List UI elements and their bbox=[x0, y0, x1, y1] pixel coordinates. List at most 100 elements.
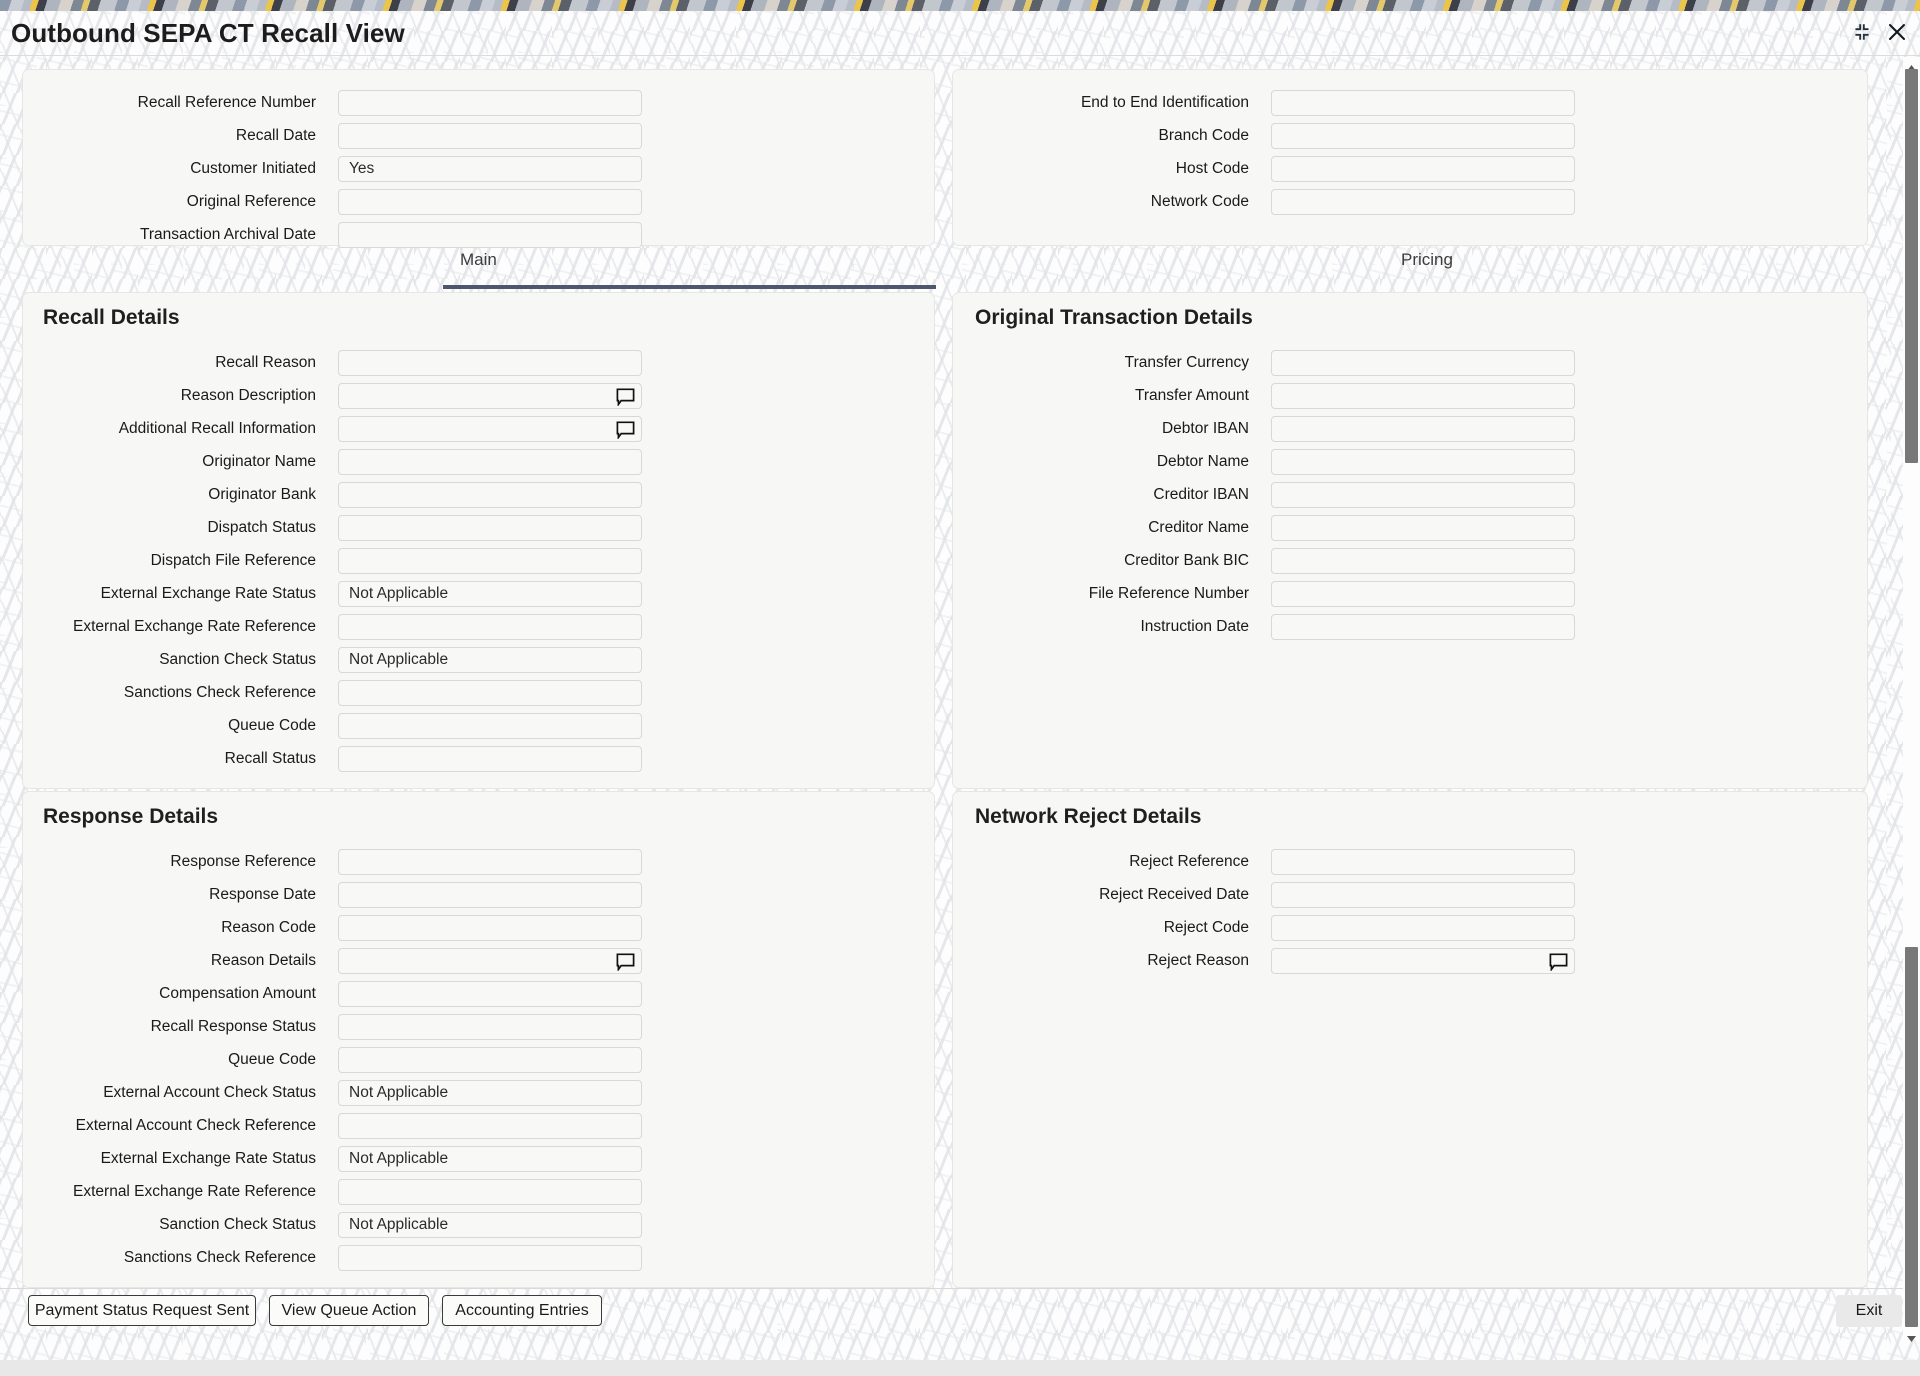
field-recall-reason[interactable] bbox=[338, 350, 642, 376]
label-response-date: Response Date bbox=[209, 886, 316, 903]
field-reason-description[interactable] bbox=[338, 383, 642, 409]
form-row: Recall Status bbox=[23, 746, 934, 772]
field-queue-code[interactable] bbox=[338, 713, 642, 739]
field-reject-reason[interactable] bbox=[1271, 948, 1575, 974]
field-transaction-archival-date[interactable] bbox=[338, 222, 642, 248]
payment-status-request-sent-button[interactable]: Payment Status Request Sent bbox=[28, 1295, 256, 1326]
tab-pricing[interactable]: Pricing bbox=[1401, 250, 1453, 269]
label-external-exchange-rate-reference: External Exchange Rate Reference bbox=[73, 1183, 316, 1200]
exit-button[interactable]: Exit bbox=[1836, 1295, 1902, 1327]
label-sanction-check-status: Sanction Check Status bbox=[159, 1216, 316, 1233]
network-reject-details-title: Network Reject Details bbox=[975, 805, 1202, 828]
field-reject-received-date[interactable] bbox=[1271, 882, 1575, 908]
field-queue-code[interactable] bbox=[338, 1047, 642, 1073]
field-reason-details[interactable] bbox=[338, 948, 642, 974]
tab-main[interactable]: Main bbox=[460, 250, 497, 269]
label-reason-details: Reason Details bbox=[210, 952, 316, 969]
field-response-date[interactable] bbox=[338, 882, 642, 908]
field-transfer-amount[interactable] bbox=[1271, 383, 1575, 409]
form-row: File Reference Number bbox=[953, 581, 1867, 607]
field-originator-name[interactable] bbox=[338, 449, 642, 475]
form-row: Creditor Name bbox=[953, 515, 1867, 541]
field-network-code[interactable] bbox=[1271, 189, 1575, 215]
form-row: Recall Date bbox=[23, 123, 934, 149]
field-sanctions-check-reference[interactable] bbox=[338, 1245, 642, 1271]
scroll-down-arrow-icon[interactable] bbox=[1906, 1330, 1917, 1342]
field-creditor-iban[interactable] bbox=[1271, 482, 1575, 508]
form-row: Network Code bbox=[953, 189, 1867, 215]
field-response-reference[interactable] bbox=[338, 849, 642, 875]
comment-bubble-icon[interactable] bbox=[616, 953, 635, 972]
vertical-scrollbar-thumb-upper[interactable] bbox=[1905, 69, 1918, 463]
field-sanction-check-status[interactable]: Not Applicable bbox=[338, 647, 642, 673]
field-external-exchange-rate-status[interactable]: Not Applicable bbox=[338, 1146, 642, 1172]
tab-active-indicator bbox=[443, 285, 936, 289]
field-creditor-name[interactable] bbox=[1271, 515, 1575, 541]
field-file-reference-number[interactable] bbox=[1271, 581, 1575, 607]
footer-divider bbox=[0, 1288, 1920, 1289]
recall-details-panel: Recall Details Recall Reason Reason Descr… bbox=[22, 292, 935, 789]
field-original-reference[interactable] bbox=[338, 189, 642, 215]
field-reject-code[interactable] bbox=[1271, 915, 1575, 941]
label-dispatch-file-reference: Dispatch File Reference bbox=[150, 552, 316, 569]
field-recall-date[interactable] bbox=[338, 123, 642, 149]
field-external-account-check-reference[interactable] bbox=[338, 1113, 642, 1139]
field-transfer-currency[interactable] bbox=[1271, 350, 1575, 376]
comment-bubble-icon[interactable] bbox=[1549, 953, 1568, 972]
field-external-exchange-rate-reference[interactable] bbox=[338, 1179, 642, 1205]
field-reason-code[interactable] bbox=[338, 915, 642, 941]
field-recall-response-status[interactable] bbox=[338, 1014, 642, 1040]
minimize-restore-icon[interactable] bbox=[1852, 22, 1872, 47]
label-external-account-check-status: External Account Check Status bbox=[103, 1084, 316, 1101]
label-additional-recall-information: Additional Recall Information bbox=[118, 420, 316, 437]
label-originator-name: Originator Name bbox=[202, 453, 316, 470]
field-host-code[interactable] bbox=[1271, 156, 1575, 182]
label-recall-response-status: Recall Response Status bbox=[150, 1018, 316, 1035]
close-icon[interactable] bbox=[1886, 21, 1908, 48]
form-row: End to End Identification bbox=[953, 90, 1867, 116]
field-external-exchange-rate-reference[interactable] bbox=[338, 614, 642, 640]
form-row: Debtor IBAN bbox=[953, 416, 1867, 442]
field-instruction-date[interactable] bbox=[1271, 614, 1575, 640]
horizontal-scrollbar[interactable] bbox=[0, 1360, 1920, 1376]
field-reject-reference[interactable] bbox=[1271, 849, 1575, 875]
form-row: Transaction Archival Date bbox=[23, 222, 934, 248]
field-recall-status[interactable] bbox=[338, 746, 642, 772]
field-debtor-name[interactable] bbox=[1271, 449, 1575, 475]
vertical-scrollbar-thumb-lower[interactable] bbox=[1905, 947, 1918, 1327]
accounting-entries-button[interactable]: Accounting Entries bbox=[442, 1295, 602, 1326]
label-debtor-name: Debtor Name bbox=[1156, 453, 1249, 470]
comment-bubble-icon[interactable] bbox=[616, 421, 635, 440]
label-reject-reference: Reject Reference bbox=[1129, 853, 1249, 870]
field-sanction-check-status[interactable]: Not Applicable bbox=[338, 1212, 642, 1238]
network-reject-details-panel: Network Reject Details Reject Reference R… bbox=[952, 791, 1868, 1288]
header-left-panel: Recall Reference Number Recall Date Custom… bbox=[22, 69, 935, 248]
view-queue-action-button[interactable]: View Queue Action bbox=[269, 1295, 429, 1326]
field-additional-recall-information[interactable] bbox=[338, 416, 642, 442]
field-dispatch-file-reference[interactable] bbox=[338, 548, 642, 574]
label-file-reference-number: File Reference Number bbox=[1088, 585, 1249, 602]
form-row: Debtor Name bbox=[953, 449, 1867, 475]
field-dispatch-status[interactable] bbox=[338, 515, 642, 541]
field-sanctions-check-reference[interactable] bbox=[338, 680, 642, 706]
field-compensation-amount[interactable] bbox=[338, 981, 642, 1007]
form-row: Recall Response Status bbox=[23, 1014, 934, 1040]
label-debtor-iban: Debtor IBAN bbox=[1161, 420, 1249, 437]
scroll-up-arrow-icon[interactable] bbox=[1906, 59, 1917, 71]
vertical-scrollbar[interactable] bbox=[1903, 57, 1920, 1342]
form-row: Creditor Bank BIC bbox=[953, 548, 1867, 574]
field-external-account-check-status[interactable]: Not Applicable bbox=[338, 1080, 642, 1106]
field-external-exchange-rate-status[interactable]: Not Applicable bbox=[338, 581, 642, 607]
field-debtor-iban[interactable] bbox=[1271, 416, 1575, 442]
field-originator-bank[interactable] bbox=[338, 482, 642, 508]
form-row: Sanction Check Status Not Applicable bbox=[23, 1212, 934, 1238]
field-customer-initiated[interactable]: Yes bbox=[338, 156, 642, 182]
field-branch-code[interactable] bbox=[1271, 123, 1575, 149]
field-end-to-end-identification[interactable] bbox=[1271, 90, 1575, 116]
form-row: Compensation Amount bbox=[23, 981, 934, 1007]
field-recall-reference-number[interactable] bbox=[338, 90, 642, 116]
label-sanctions-check-reference: Sanctions Check Reference bbox=[123, 1249, 316, 1266]
window-controls bbox=[1852, 21, 1908, 48]
comment-bubble-icon[interactable] bbox=[616, 388, 635, 407]
field-creditor-bank-bic[interactable] bbox=[1271, 548, 1575, 574]
